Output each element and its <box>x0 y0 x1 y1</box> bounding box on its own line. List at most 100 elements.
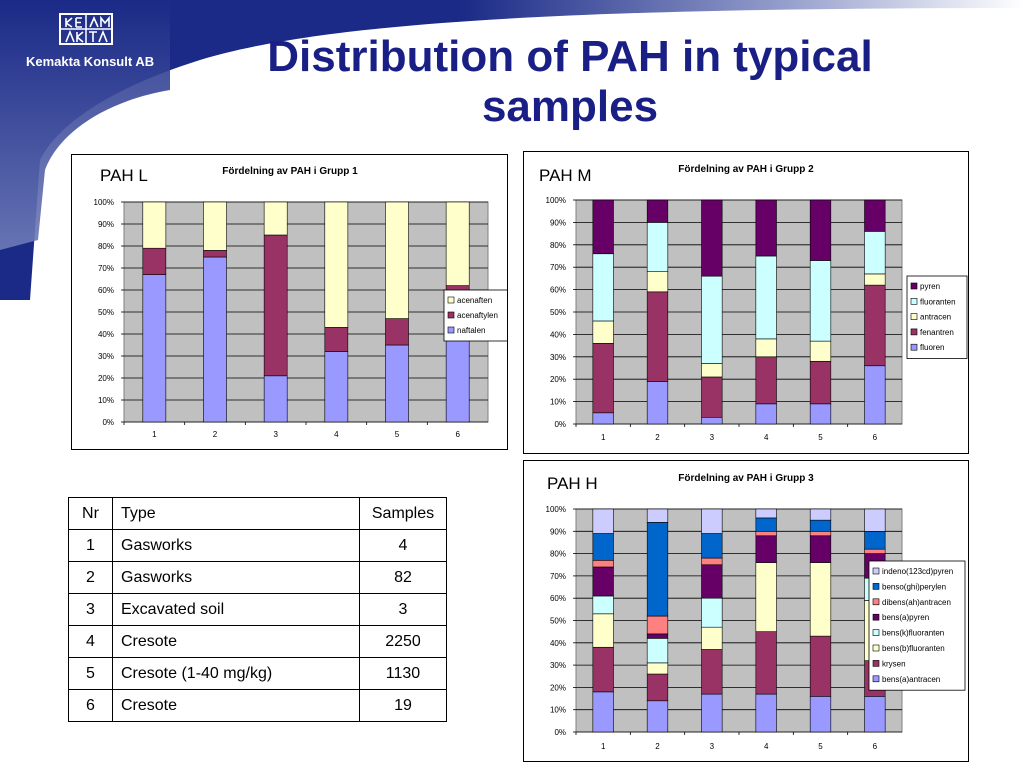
y-tick-label: 20% <box>550 683 566 692</box>
bar-segment <box>646 633 669 639</box>
y-tick-label: 40% <box>98 330 114 339</box>
legend-swatch <box>910 282 918 290</box>
bar-segment <box>809 199 832 261</box>
bar-segment <box>592 646 614 693</box>
bar-segment <box>864 548 886 554</box>
legend-swatch <box>910 298 918 305</box>
bar-segment <box>263 201 288 236</box>
bar-segment <box>646 199 669 223</box>
legend <box>443 289 507 342</box>
y-tick-label: 40% <box>550 330 566 339</box>
table-cell: 4 <box>68 625 113 658</box>
bar-segment <box>203 250 227 258</box>
legend-swatch <box>872 567 880 575</box>
table-header-cell: Type <box>112 497 360 530</box>
y-tick-label: 60% <box>98 286 114 295</box>
table-cell: 1 <box>68 529 113 562</box>
legend-label: krysen <box>882 659 906 668</box>
table-row: 4 Cresote 2250 <box>68 625 447 658</box>
legend-label: indeno(123cd)pyren <box>882 567 953 576</box>
x-tick-label: 4 <box>334 430 339 439</box>
bar-segment <box>324 351 349 423</box>
bar-segment <box>864 508 886 532</box>
bar-segment <box>646 673 669 702</box>
y-tick-label: 30% <box>98 352 114 361</box>
bar-segment <box>809 360 832 405</box>
bar-segment <box>864 273 886 286</box>
legend-swatch <box>910 313 918 320</box>
table-cell: Excavated soil <box>112 593 360 626</box>
bar-segment <box>755 199 777 257</box>
chart-title: Fördelning av PAH i Grupp 3 <box>678 473 814 484</box>
x-tick-label: 6 <box>873 742 878 751</box>
bar-segment <box>142 201 167 249</box>
legend-swatch <box>910 328 918 336</box>
bar-segment <box>592 691 614 733</box>
legend-label: fluoranten <box>920 297 956 306</box>
bar-segment <box>646 638 669 664</box>
bar-segment <box>701 416 723 425</box>
bar-segment <box>809 340 832 362</box>
bar-segment <box>755 338 777 358</box>
bar-segment <box>809 403 832 425</box>
y-tick-label: 50% <box>98 308 114 317</box>
table-cell: 82 <box>359 561 447 594</box>
bar-segment <box>592 595 614 615</box>
bar-segment <box>263 375 288 423</box>
y-tick-label: 20% <box>98 374 114 383</box>
legend-swatch <box>872 660 880 667</box>
legend-swatch <box>872 598 880 606</box>
y-tick-label: 90% <box>550 218 566 227</box>
table-header-cell: Nr <box>68 497 113 530</box>
bar-segment <box>755 517 777 532</box>
bar-segment <box>142 274 167 423</box>
bar-segment <box>701 199 723 277</box>
table-row: 2 Gasworks 82 <box>68 561 447 594</box>
legend-label: bens(a)antracen <box>882 675 940 684</box>
bar-segment <box>701 693 723 733</box>
bar-segment <box>864 531 886 550</box>
chart-pah-m-caption: PAH M <box>539 166 592 185</box>
x-tick-label: 1 <box>601 742 606 751</box>
slide-title-line-2: samples <box>481 82 659 131</box>
bar-segment <box>592 533 614 561</box>
bar-segment <box>646 522 669 617</box>
table-cell: 2 <box>68 561 113 594</box>
x-tick-label: 1 <box>152 430 157 439</box>
chart-pah-l-caption: PAH L <box>100 166 148 185</box>
chart-pah-l: Fördelning av PAH i Grupp 1 0% 10% 20% 30% 40… <box>71 154 508 450</box>
bar-segment <box>592 320 614 344</box>
y-tick-label: 70% <box>550 263 566 272</box>
x-tick-label: 5 <box>395 430 400 439</box>
legend-swatch <box>447 296 455 304</box>
company-name: Kemakta Konsult AB <box>26 54 155 69</box>
bar-segment <box>203 256 227 423</box>
y-tick-label: 80% <box>98 242 114 251</box>
bar-segment <box>755 535 777 563</box>
slide-title-line-1: Distribution of PAH in typical <box>267 32 873 81</box>
bar-segment <box>701 508 723 534</box>
y-tick-label: 50% <box>550 308 566 317</box>
y-tick-label: 100% <box>546 196 566 205</box>
x-tick-label: 4 <box>764 433 769 442</box>
table-cell: 3 <box>359 593 447 626</box>
bar-segment <box>324 327 349 352</box>
legend-label: naftalen <box>457 326 485 335</box>
y-tick-label: 50% <box>550 617 566 626</box>
bar-segment <box>809 260 832 342</box>
table-cell: Cresote (1-40 mg/kg) <box>112 657 360 690</box>
chart-pah-h-caption: PAH H <box>547 474 598 493</box>
y-tick-label: 0% <box>554 728 566 737</box>
bar-segment <box>646 271 669 293</box>
bar-segment <box>592 343 614 414</box>
bar-segment <box>809 508 832 521</box>
table-cell: Gasworks <box>112 561 360 594</box>
bar-segment <box>809 531 832 537</box>
bar-segment <box>385 201 409 319</box>
bar-segment <box>646 291 669 382</box>
table-header-cell: Samples <box>359 497 447 530</box>
bar-segment <box>864 199 886 232</box>
bar-segment <box>701 564 723 599</box>
legend-label: acenaften <box>457 296 492 305</box>
legend-label: fluoren <box>920 343 944 352</box>
